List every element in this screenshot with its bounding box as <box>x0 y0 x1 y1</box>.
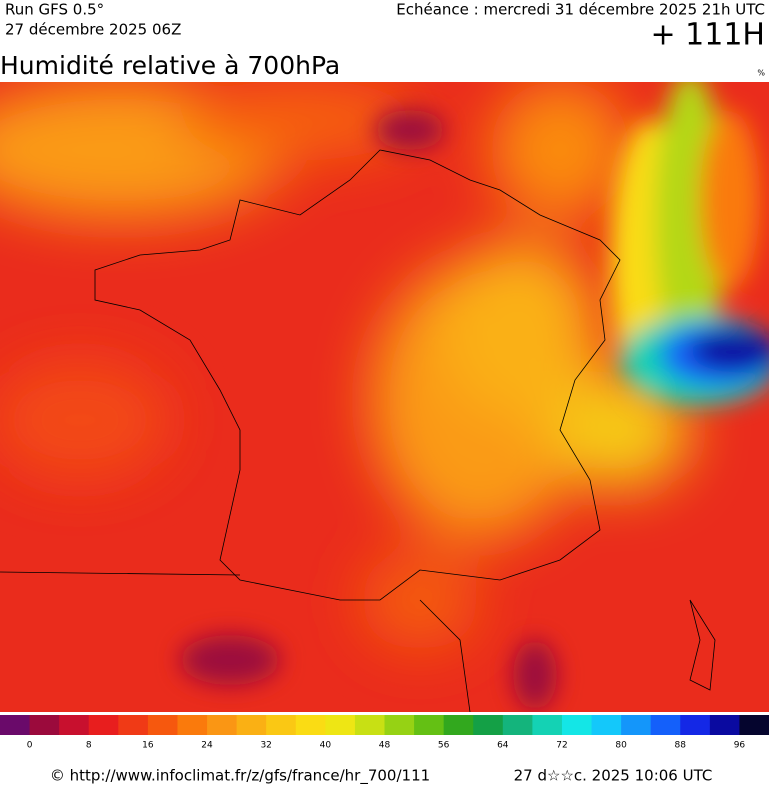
colorbar-label: 8 <box>86 741 92 751</box>
colorbar-swatch <box>591 715 622 735</box>
colorbar-swatch <box>0 715 31 735</box>
source-credit: © http://www.infoclimat.fr/z/gfs/france/… <box>50 767 430 786</box>
colorbar-label: 56 <box>438 741 450 751</box>
colorbar-swatch <box>147 715 178 735</box>
run-date: 27 décembre 2025 06Z <box>5 21 181 39</box>
colorbar-swatch <box>473 715 504 735</box>
unit: % <box>757 69 765 78</box>
colorbar-label: 16 <box>142 741 154 751</box>
colorbar-label: 80 <box>615 741 627 751</box>
lead-time: + 111H <box>651 18 766 53</box>
colorbar-swatch <box>354 715 385 735</box>
colorbar-swatch <box>59 715 90 735</box>
colorbar-swatch <box>29 715 60 735</box>
colorbar-swatch <box>118 715 149 735</box>
colorbar-swatch <box>414 715 445 735</box>
colorbar-label: 40 <box>320 741 332 751</box>
colorbar-label: 64 <box>497 741 509 751</box>
colorbar: 0 8 16 24 32 40 48 56 64 72 80 88 96 <box>0 715 769 751</box>
colorbar-swatch <box>443 715 474 735</box>
colorbar-label: 32 <box>260 741 271 751</box>
colorbar-swatch <box>325 715 356 735</box>
colorbar-swatch <box>621 715 652 735</box>
colorbar-swatch <box>502 715 533 735</box>
colorbar-swatch <box>88 715 119 735</box>
colorbar-swatch <box>266 715 297 735</box>
colorbar-swatch <box>207 715 238 735</box>
colorbar-swatch <box>532 715 563 735</box>
forecast-time: Echéance : mercredi 31 décembre 2025 21h… <box>396 1 765 19</box>
colorbar-label: 96 <box>734 741 746 751</box>
colorbar-swatch <box>177 715 208 735</box>
colorbar-swatch <box>295 715 326 735</box>
colorbar-swatch <box>650 715 681 735</box>
colorbar-swatch <box>680 715 711 735</box>
colorbar-label: 24 <box>201 741 213 751</box>
colorbar-swatch <box>561 715 593 735</box>
map-title: Humidité relative à 700hPa <box>0 51 340 80</box>
run-label: Run GFS 0.5° <box>5 1 104 19</box>
colorbar-swatch <box>709 715 740 735</box>
colorbar-label: 72 <box>556 741 567 751</box>
colorbar-swatch <box>236 715 267 735</box>
colorbar-label: 0 <box>27 741 33 751</box>
generated-time: 27 d☆☆c. 2025 10:06 UTC <box>514 767 713 785</box>
map <box>0 82 769 712</box>
colorbar-label: 48 <box>379 741 391 751</box>
colorbar-swatch <box>739 715 769 735</box>
colorbar-swatch <box>384 715 415 735</box>
colorbar-label: 88 <box>675 741 687 751</box>
